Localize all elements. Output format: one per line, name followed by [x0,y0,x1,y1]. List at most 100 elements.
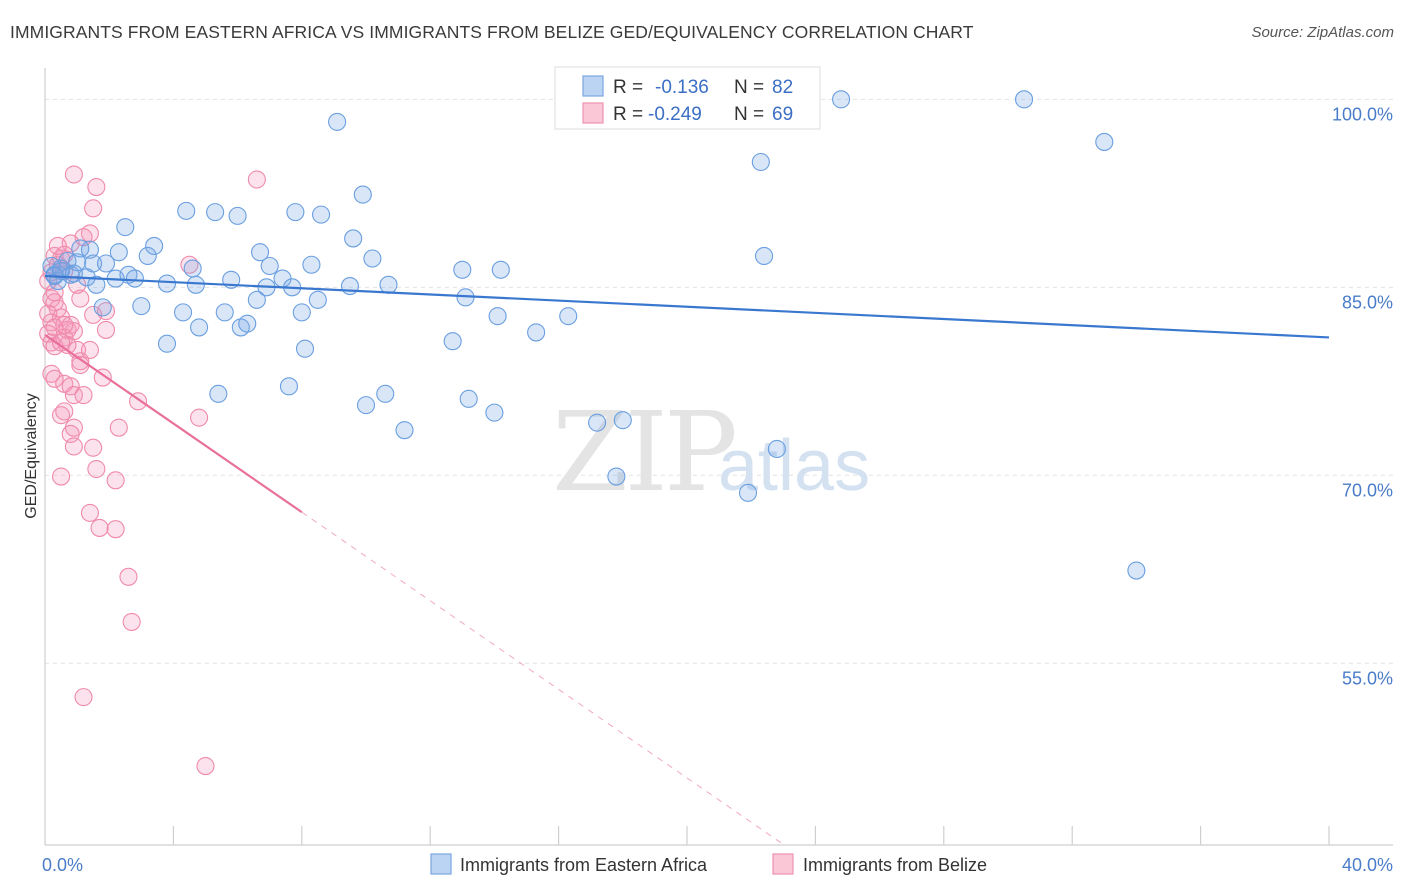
trend-line-extension-belize [301,511,785,846]
point-eastern-africa [157,274,177,293]
point-eastern-africa [251,243,270,262]
point-eastern-africa [247,290,266,309]
point-belize [64,386,83,405]
trend-line-eastern-africa [44,274,1330,339]
point-eastern-africa [738,483,758,502]
point-belize [74,386,93,405]
point-eastern-africa [379,275,398,294]
point-eastern-africa [116,218,135,237]
point-eastern-africa [754,246,774,266]
point-eastern-africa [206,203,225,222]
point-eastern-africa [751,152,770,172]
point-eastern-africa [527,323,546,342]
point-eastern-africa [93,298,112,317]
point-eastern-africa [1015,90,1034,109]
point-eastern-africa [312,205,331,224]
legend-swatch-eastern-africa [582,75,604,97]
point-eastern-africa [292,303,311,322]
legend-r-value-2: -0.249 [648,104,702,125]
point-belize [80,503,99,522]
point-belize [64,437,83,456]
gridlines [45,98,1393,664]
point-belize [45,369,64,388]
x-tick-label-min: 0.0% [42,855,83,875]
point-belize [84,438,103,457]
point-eastern-africa [286,203,305,222]
y-tick-label: 55.0% [1342,668,1393,688]
point-eastern-africa [84,254,103,273]
point-eastern-africa [80,240,99,259]
y-axis-label: GED/Equivalency [23,393,40,518]
point-belize [51,333,71,352]
point-belize [119,567,138,586]
point-belize [55,402,74,421]
point-eastern-africa [308,290,327,309]
point-eastern-africa [485,403,504,422]
point-eastern-africa [302,255,321,274]
point-belize [106,520,125,539]
point-eastern-africa [1095,132,1114,151]
legend-n-value-1: 82 [772,77,793,98]
legend-n-value-2: 69 [772,104,793,125]
point-eastern-africa [376,384,395,403]
point-eastern-africa [363,249,382,268]
legend-r-label-1: R = [613,77,643,98]
legend-n-label-2: N = [734,104,764,125]
point-belize [68,275,87,294]
point-eastern-africa [279,377,299,396]
point-eastern-africa [491,260,510,279]
point-eastern-africa [186,275,205,294]
point-eastern-africa [260,256,279,276]
legend-r-value-1: -0.136 [655,77,709,98]
legend-swatch-belize [582,102,604,124]
point-belize [74,688,93,707]
legend: R = -0.136 N = 82 R = -0.249 N = 69 [554,66,821,130]
point-belize [190,408,209,427]
point-belize [51,467,71,486]
point-eastern-africa [228,206,247,225]
point-eastern-africa [96,254,116,273]
bottom-legend: Immigrants from Eastern Africa Immigrant… [430,853,987,875]
point-eastern-africa [64,264,83,283]
point-eastern-africa [588,413,607,432]
point-eastern-africa [459,389,478,408]
point-belize [93,368,112,387]
y-tick-label: 70.0% [1342,480,1393,500]
point-belize [109,418,128,437]
point-eastern-africa [173,303,193,322]
point-eastern-africa [157,334,177,353]
point-eastern-africa [344,229,363,248]
point-belize [90,518,109,537]
x-tick-label-max: 40.0% [1342,855,1393,875]
point-eastern-africa [340,277,360,296]
point-eastern-africa [109,243,128,262]
bottom-legend-swatch-eastern-africa [430,853,452,875]
point-eastern-africa [238,314,257,333]
point-eastern-africa [1127,561,1146,580]
point-eastern-africa [215,303,234,322]
legend-n-label-1: N = [734,77,764,98]
watermark-atlas: atlas [718,426,870,506]
point-belize [42,364,61,383]
point-eastern-africa [125,269,144,288]
point-belize [247,170,266,189]
point-belize [87,459,106,479]
point-eastern-africa [68,253,87,272]
point-eastern-africa [295,339,315,358]
point-belize [64,165,83,184]
legend-r-label-2: R = [613,104,643,125]
trend-lines [44,274,1330,846]
bottom-legend-swatch-belize [772,853,794,875]
point-eastern-africa [145,236,164,256]
point-eastern-africa [607,467,626,486]
point-eastern-africa [832,90,851,109]
point-eastern-africa [87,275,106,294]
point-eastern-africa [132,297,151,316]
point-belize [71,289,90,308]
y-axis-tick-labels: 55.0% 70.0% 85.0% 100.0% [1332,104,1393,688]
watermark-zip: ZIP [552,388,735,516]
point-belize [84,199,103,218]
chart-title: IMMIGRANTS FROM EASTERN AFRICA VS IMMIGR… [10,22,974,42]
point-eastern-africa [138,246,157,266]
